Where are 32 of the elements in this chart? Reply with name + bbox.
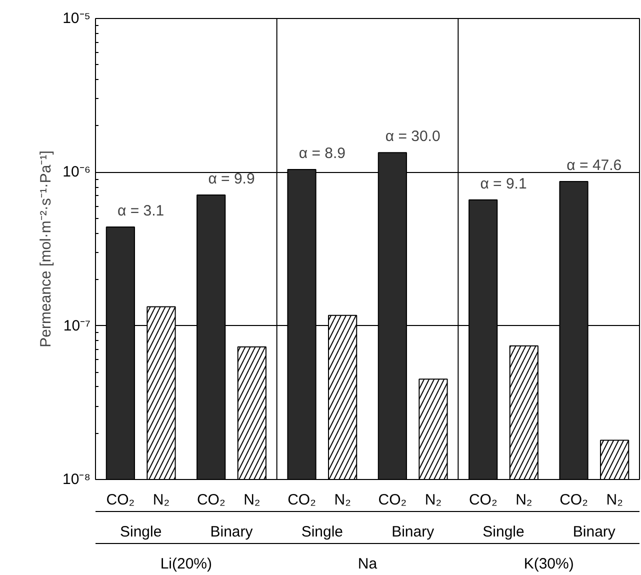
text: N₂ bbox=[606, 492, 623, 508]
x-tick-label: Binary bbox=[210, 524, 254, 540]
y-tick-label: 10⁻⁵ bbox=[62, 10, 91, 27]
text: N₂ bbox=[424, 492, 442, 508]
x-tick-label: Binary bbox=[392, 524, 435, 540]
annotation: α = 8.9 bbox=[298, 144, 346, 162]
y-tick-label: 10⁻⁷ bbox=[63, 317, 91, 334]
x-tick-label: Single bbox=[120, 524, 162, 540]
y-tick-label: 10⁻⁸ bbox=[62, 471, 91, 488]
text: CO₂ bbox=[288, 492, 316, 508]
text: N₂ bbox=[516, 492, 532, 508]
annotation: α = 9.1 bbox=[480, 175, 527, 192]
series-label: N₂ bbox=[152, 492, 170, 508]
y-tick-label: 10⁻⁶ bbox=[62, 164, 90, 181]
annotation: α = 47.6 bbox=[566, 156, 622, 174]
annotation: α = 9.9 bbox=[208, 170, 255, 188]
annotation: α = 3.1 bbox=[118, 202, 164, 220]
x-tick-label: Single bbox=[301, 524, 344, 540]
text: CO₂ bbox=[560, 492, 588, 508]
y-axis-title: Permeance [mol·m⁻²·s⁻¹·Pa⁻¹] bbox=[37, 150, 54, 348]
text: CO₂ bbox=[106, 492, 135, 508]
series-label: CO₂ bbox=[196, 492, 226, 508]
text: CO₂ bbox=[378, 492, 407, 508]
text: K(30%) bbox=[524, 556, 574, 572]
x-tick-label: Single bbox=[482, 524, 524, 540]
text: Li(20%) bbox=[160, 556, 212, 572]
x-tick-label: Binary bbox=[572, 524, 616, 540]
text: Na bbox=[358, 556, 378, 572]
text: N₂ bbox=[334, 492, 351, 508]
text: N₂ bbox=[244, 492, 260, 508]
text: CO₂ bbox=[468, 492, 498, 508]
annotation: α = 30.0 bbox=[385, 128, 440, 146]
